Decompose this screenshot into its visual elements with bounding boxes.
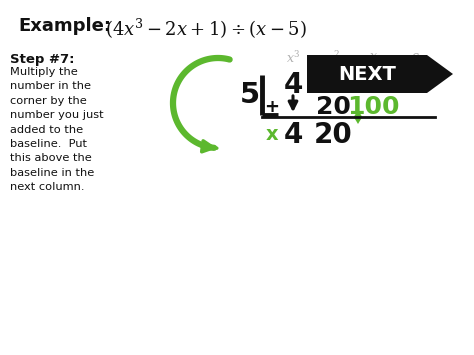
Text: x: x bbox=[266, 126, 278, 144]
Text: 5: 5 bbox=[240, 81, 260, 109]
Text: 20: 20 bbox=[316, 95, 350, 119]
Text: 4: 4 bbox=[283, 121, 303, 149]
Text: Example:: Example: bbox=[18, 17, 111, 35]
Text: NEXT: NEXT bbox=[338, 65, 396, 83]
Polygon shape bbox=[354, 110, 362, 124]
Text: $(4x^3 - 2x + 1) \div (x - 5)$: $(4x^3 - 2x + 1) \div (x - 5)$ bbox=[105, 17, 307, 41]
FancyBboxPatch shape bbox=[307, 55, 427, 93]
Text: $x$: $x$ bbox=[369, 50, 377, 63]
Text: $x^2$: $x^2$ bbox=[326, 50, 340, 66]
Text: $x^3$: $x^3$ bbox=[286, 50, 300, 66]
Polygon shape bbox=[427, 55, 453, 93]
Text: 100: 100 bbox=[347, 95, 399, 119]
Text: -2: -2 bbox=[357, 71, 388, 99]
Text: Step #7:: Step #7: bbox=[10, 53, 74, 66]
Text: 1: 1 bbox=[405, 71, 425, 99]
Text: +: + bbox=[264, 98, 280, 116]
Text: 20: 20 bbox=[314, 121, 352, 149]
Text: $c$: $c$ bbox=[410, 50, 419, 63]
Text: 0: 0 bbox=[323, 71, 343, 99]
Text: 4: 4 bbox=[283, 71, 303, 99]
Text: Multiply the
number in the
corner by the
number you just
added to the
baseline. : Multiply the number in the corner by the… bbox=[10, 67, 104, 192]
